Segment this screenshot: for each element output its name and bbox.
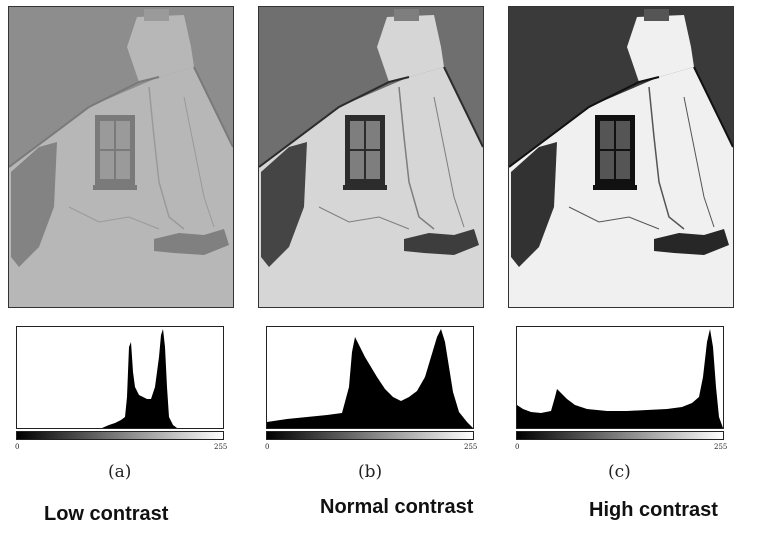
- chimney: [627, 15, 694, 82]
- window-sill: [593, 185, 637, 190]
- histogram-low-contrast: [16, 326, 224, 429]
- crack-1: [648, 86, 685, 230]
- hist-min-label-a: 0: [15, 443, 20, 451]
- gray-ramp-c: [516, 431, 724, 440]
- histogram-c-shape: [517, 329, 723, 428]
- building-photo-a: [9, 7, 233, 307]
- crumbled-patch: [511, 142, 557, 267]
- building-photo-b: [259, 7, 483, 307]
- roof-edge-left: [9, 76, 160, 168]
- crumbled-patch: [261, 142, 307, 267]
- hist-max-label-c: 255: [714, 443, 728, 451]
- plaster-damage: [154, 229, 229, 255]
- caption-normal-contrast: Normal contrast: [320, 496, 474, 518]
- chimney: [127, 15, 194, 82]
- chimney-pot: [394, 9, 419, 21]
- crack-3: [433, 96, 465, 228]
- crack-2: [568, 206, 660, 230]
- histogram-high-contrast: [516, 326, 724, 429]
- histogram-normal-contrast: [266, 326, 474, 429]
- photo-normal-contrast: [258, 6, 484, 308]
- crack-1: [398, 86, 435, 230]
- sub-label-c: (c): [608, 462, 631, 482]
- hist-max-label-b: 255: [464, 443, 478, 451]
- sub-label-a: (a): [108, 462, 132, 482]
- roof-edge-left: [259, 76, 410, 168]
- gray-ramp-b: [266, 431, 474, 440]
- crack-2: [318, 206, 410, 230]
- roof-edge-left: [509, 76, 660, 168]
- plaster-damage: [654, 229, 729, 255]
- window-sill: [343, 185, 387, 190]
- chimney-pot: [644, 9, 669, 21]
- window-sill: [93, 185, 137, 190]
- photo-low-contrast: [8, 6, 234, 308]
- histogram-a-shape: [17, 329, 177, 428]
- chimney-pot: [144, 9, 169, 21]
- roof-edge-right: [443, 66, 483, 148]
- caption-low-contrast: Low contrast: [44, 503, 169, 525]
- hist-min-label-b: 0: [265, 443, 270, 451]
- crack-3: [183, 96, 215, 228]
- crack-1: [148, 86, 185, 230]
- chimney: [377, 15, 444, 82]
- building-photo-c: [509, 7, 733, 307]
- roof-edge-right: [693, 66, 733, 148]
- gray-ramp-a: [16, 431, 224, 440]
- hist-max-label-a: 255: [214, 443, 228, 451]
- caption-high-contrast: High contrast: [589, 499, 718, 521]
- crumbled-patch: [11, 142, 57, 267]
- photo-high-contrast: [508, 6, 734, 308]
- histogram-b-shape: [267, 329, 473, 428]
- sub-label-b: (b): [358, 462, 383, 482]
- crack-3: [683, 96, 715, 228]
- hist-min-label-c: 0: [515, 443, 520, 451]
- crack-2: [68, 206, 160, 230]
- plaster-damage: [404, 229, 479, 255]
- roof-edge-right: [193, 66, 233, 148]
